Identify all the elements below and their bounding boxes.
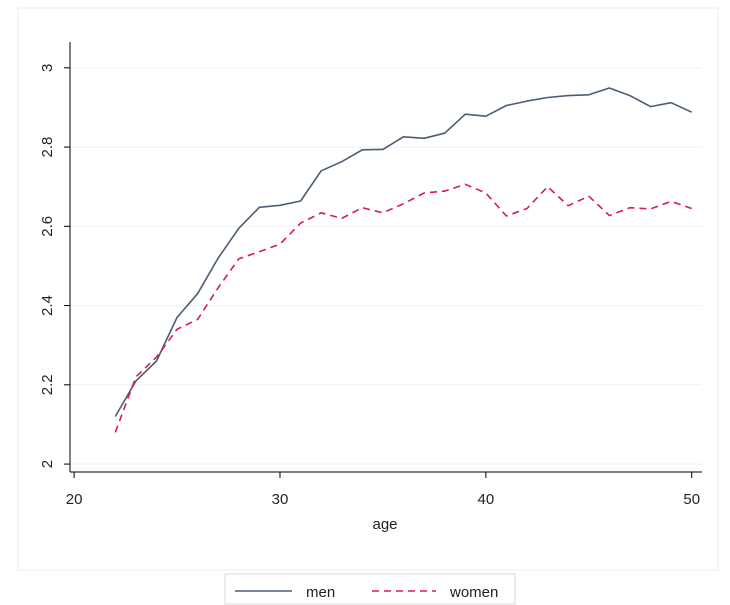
x-tick-label: 30	[272, 491, 289, 508]
x-tick-label: 20	[66, 491, 83, 508]
series-line-men	[114, 87, 693, 417]
y-tick-label: 2.2	[39, 374, 56, 395]
legend-men-label: men	[306, 584, 335, 601]
y-tick-label: 2.8	[39, 137, 56, 158]
x-axis-title: age	[372, 516, 397, 533]
grid-layer	[70, 67, 702, 465]
x-tick-label: 50	[683, 491, 700, 508]
y-tick-label: 2.4	[39, 295, 56, 316]
series-layer	[114, 87, 693, 433]
y-tick-label: 3	[39, 64, 56, 72]
legend-box	[224, 573, 516, 605]
y-tick-label: 2.6	[39, 216, 56, 237]
series-line-women	[114, 183, 692, 433]
legend: men women	[224, 573, 516, 605]
legend-women-label: women	[449, 584, 498, 601]
axis-layer: 2 2.2 2.4 2.6 2.8 3 20 30 40 50	[39, 42, 702, 508]
plot-region-frame	[17, 7, 719, 571]
y-tick-label: 2	[39, 460, 56, 468]
x-tick-label: 40	[477, 491, 494, 508]
